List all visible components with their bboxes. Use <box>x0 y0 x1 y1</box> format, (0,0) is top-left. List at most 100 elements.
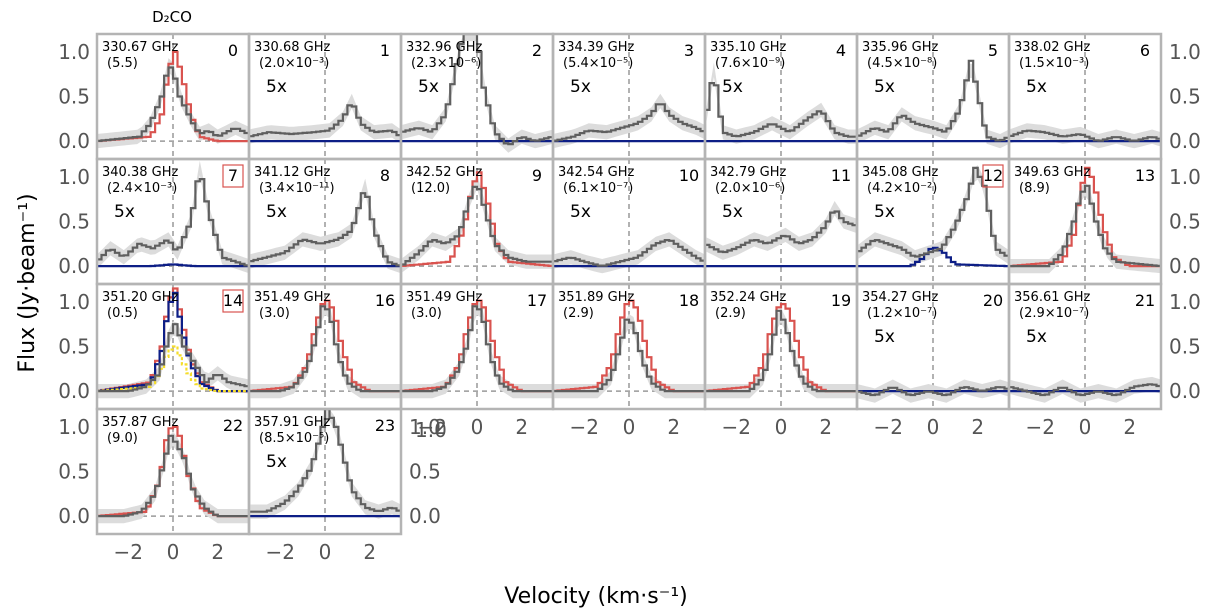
x-tick-label: −2 <box>874 415 903 439</box>
noise-band <box>249 93 401 144</box>
panel-plot-area <box>97 159 249 284</box>
x-tick-label: −2 <box>1026 415 1055 439</box>
spectrum-panel-14: 351.20 GHz(0.5) 14 <box>95 282 251 411</box>
observed-spectrum <box>553 103 705 142</box>
noise-band <box>857 63 1009 149</box>
panel-plot-area <box>553 159 705 284</box>
panel-coefficient: (2.9) <box>563 306 594 321</box>
spectrum-panel-21: 356.61 GHz(2.9×10⁻⁷) 21 5x <box>1007 282 1163 411</box>
panel-number: 9 <box>532 166 542 185</box>
model-spectrum <box>857 246 1009 268</box>
panel-coefficient: (9.0) <box>107 431 138 446</box>
x-tick-label: 0 <box>1079 415 1092 439</box>
panel-plot-area <box>553 34 705 159</box>
panel-plot-area <box>249 159 401 284</box>
observed-spectrum <box>249 104 401 138</box>
panel-frequency: 340.38 GHz <box>102 165 178 180</box>
model-spectrum <box>97 263 249 268</box>
y-tick-label-right: 0.0 <box>409 504 441 528</box>
scale-multiplier-label: 5x <box>570 77 591 97</box>
panel-number: 23 <box>375 416 395 435</box>
scale-multiplier-label: 5x <box>266 77 287 97</box>
x-tick-label: 2 <box>363 540 376 564</box>
panel-number: 17 <box>527 291 547 310</box>
observed-spectrum <box>249 409 401 513</box>
y-tick-labels-left: 0.0 0.5 1.0 0.0 0.5 1.0 0.0 0.5 1.0 0.0 0.5 1.0 <box>58 40 90 528</box>
observed-spectrum <box>857 166 1009 258</box>
noise-band <box>1009 376 1161 403</box>
spectrum-panel-17: 351.49 GHz(3.0) 17 <box>399 282 555 411</box>
panel-coefficient: (2.0×10⁻³) <box>259 56 329 71</box>
y-tick-label: 1.0 <box>58 40 90 64</box>
panel-number: 16 <box>375 291 395 310</box>
y-tick-label: 0.0 <box>58 504 90 528</box>
y-tick-label: 0.0 <box>58 129 90 153</box>
panel-number: 18 <box>679 291 699 310</box>
spectrum-panel-0: 330.67 GHz(5.5) 0 <box>95 32 251 161</box>
x-tick-label: 2 <box>819 415 832 439</box>
panel-frequency: 335.10 GHz <box>710 40 786 55</box>
panel-number: 21 <box>1135 291 1155 310</box>
panel-coefficient: (2.0×10⁻⁶) <box>715 181 785 196</box>
panel-frequency: 356.61 GHz <box>1014 290 1090 305</box>
panel-frame <box>247 407 403 536</box>
panel-frequency: 338.02 GHz <box>1014 40 1090 55</box>
y-tick-label: 0.5 <box>58 460 90 484</box>
observed-spectrum <box>1009 184 1161 268</box>
y-tick-labels-right: 0.00.51.00.00.51.00.00.51.00.00.51.01.0 <box>409 40 1201 528</box>
y-tick-label-right: 0.5 <box>1169 210 1201 234</box>
spectrum-panel-2: 332.96 GHz(2.3×10⁻⁶) 2 5x <box>399 32 555 161</box>
y-tick-label-right: 0.0 <box>1169 379 1201 403</box>
x-tick-labels: −2 0 2 −2 0 2 −2 0 2 −2 0 2 −2 0 2 −2 0 2 −2 0 2 <box>114 415 1137 564</box>
panel-frequency: 334.39 GHz <box>558 40 634 55</box>
panel-number: 11 <box>831 166 851 185</box>
panel-coefficient: (2.9×10⁻⁷) <box>1019 306 1089 321</box>
y-tick-label-right: 1.0 <box>409 415 441 439</box>
model-spectrum-yellow <box>97 345 249 393</box>
observed-spectrum <box>97 323 249 393</box>
panel-number-highlight-box <box>982 164 1004 188</box>
observed-spectrum <box>1009 129 1161 142</box>
scale-multiplier-label: 5x <box>722 77 743 97</box>
panel-number: 20 <box>983 291 1003 310</box>
spectrum-panel-19: 352.24 GHz(2.9) 19 <box>703 282 859 411</box>
spectrum-panel-13: 349.63 GHz(8.9) 13 <box>1007 157 1163 286</box>
panel-coefficient: (4.5×10⁻⁸) <box>867 56 937 71</box>
y-tick-label: 0.0 <box>58 254 90 278</box>
scale-multiplier-label: 5x <box>570 202 591 222</box>
panel-number: 6 <box>1140 41 1150 60</box>
panel-frequency: 341.12 GHz <box>254 165 330 180</box>
spectrum-panel-12: 345.08 GHz(4.2×10⁻²) 12 5x <box>855 157 1011 286</box>
noise-band <box>401 174 553 274</box>
panel-coefficient: (5.4×10⁻⁵) <box>563 56 633 71</box>
x-tick-label: 2 <box>515 415 528 439</box>
panel-number: 14 <box>223 291 243 310</box>
panel-number: 8 <box>380 166 390 185</box>
panel-number: 4 <box>836 41 846 60</box>
noise-band <box>553 93 705 149</box>
model-spectrum <box>401 171 553 267</box>
panel-number: 5 <box>988 41 998 60</box>
observed-spectrum <box>97 178 249 267</box>
spectrum-panel-16: 351.49 GHz(3.0) 16 <box>247 282 403 411</box>
observed-spectrum <box>705 210 857 254</box>
x-tick-label: −2 <box>570 415 599 439</box>
model-spectrum <box>553 299 705 393</box>
noise-band <box>97 160 249 274</box>
spectrum-panel-23: 357.91 GHz(8.5×10⁻⁵) 23 5x <box>247 407 403 536</box>
spectrum-panel-7: 340.38 GHz(2.4×10⁻³) 7 5x <box>95 157 251 286</box>
y-tick-label: 0.5 <box>58 85 90 109</box>
panel-frame <box>1007 282 1163 411</box>
panel-coefficient: (2.9) <box>715 306 746 321</box>
panel-plot-area <box>553 284 705 409</box>
panel-coefficient: (7.6×10⁻⁹) <box>715 56 785 71</box>
y-tick-label-overlap: 1.0 <box>415 418 447 442</box>
spectrum-panel-20: 354.27 GHz(1.2×10⁻⁷) 20 5x <box>855 282 1011 411</box>
panel-plot-area <box>97 34 249 159</box>
observed-spectrum <box>249 192 401 267</box>
panel-frequency: 351.89 GHz <box>558 290 634 305</box>
observed-spectrum <box>857 386 1009 397</box>
panel-frequency: 357.91 GHz <box>254 415 330 430</box>
spectrum-panel-4: 335.10 GHz(7.6×10⁻⁹) 4 5x <box>703 32 859 161</box>
